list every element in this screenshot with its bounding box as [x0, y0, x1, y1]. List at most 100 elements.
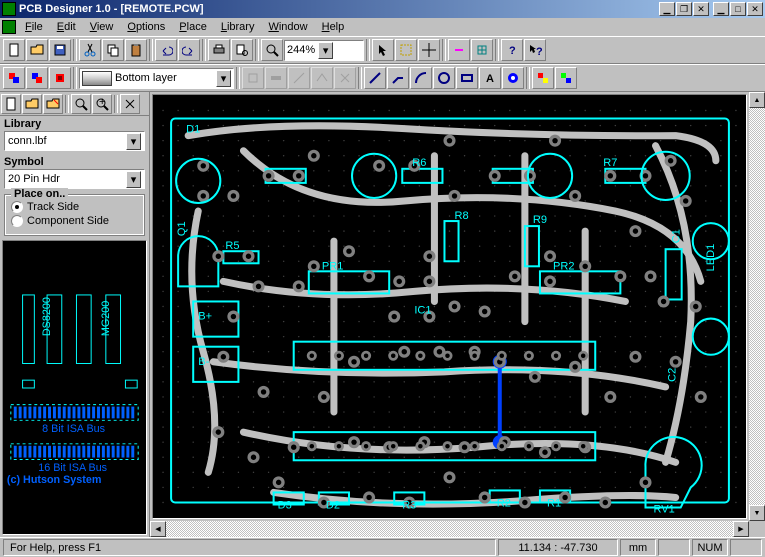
menu-place[interactable]: Place: [172, 20, 214, 34]
layer-tool1-button[interactable]: [3, 67, 25, 89]
scroll-right-button[interactable]: ▶: [733, 521, 749, 537]
dropdown-arrow-icon[interactable]: ▾: [126, 171, 141, 188]
doc-restore-button[interactable]: ❐: [676, 2, 692, 16]
redo-button[interactable]: [178, 39, 200, 61]
save-button[interactable]: [49, 39, 71, 61]
status-coords: 11.134 : -47.730: [498, 539, 618, 556]
layer-combo[interactable]: Bottom layer ▾: [79, 68, 234, 89]
place-tool5[interactable]: [334, 67, 356, 89]
pcb-canvas[interactable]: D1Q1R6R7R8R9R5PR1PR2IC1B+B-D3D2R3R2R1RV1…: [152, 94, 747, 519]
draw-trace-button[interactable]: [387, 67, 409, 89]
radio-component-side[interactable]: Component Side: [11, 215, 138, 227]
open-button[interactable]: [26, 39, 48, 61]
library-value: conn.lbf: [8, 135, 126, 147]
menu-options[interactable]: Options: [120, 20, 172, 34]
lib-zoom-button[interactable]: [71, 94, 91, 114]
title-bar: PCB Designer 1.0 - [REMOTE.PCW] ▁ ❐ ✕ ▁ …: [0, 0, 765, 18]
tool-grid-button[interactable]: [471, 39, 493, 61]
place-tool2[interactable]: [265, 67, 287, 89]
svg-text:R6: R6: [412, 157, 426, 169]
menu-help[interactable]: Help: [315, 20, 352, 34]
place-tool3[interactable]: [288, 67, 310, 89]
scroll-track[interactable]: [749, 108, 765, 505]
draw-rect-button[interactable]: [456, 67, 478, 89]
svg-text:MG200: MG200: [100, 301, 112, 336]
layer-tool3-button[interactable]: [49, 67, 71, 89]
window-title: PCB Designer 1.0 - [REMOTE.PCW]: [19, 3, 659, 15]
minimize-button[interactable]: ▁: [713, 2, 729, 16]
new-button[interactable]: [3, 39, 25, 61]
menu-window[interactable]: Window: [261, 20, 314, 34]
layer-swatch: [82, 71, 112, 86]
dropdown-arrow-icon[interactable]: ▾: [126, 133, 141, 150]
zoom-combo[interactable]: 244% ▾: [284, 40, 364, 61]
draw-pad-button[interactable]: [502, 67, 524, 89]
scroll-up-button[interactable]: ▲: [749, 92, 765, 108]
lib-open-button[interactable]: [22, 94, 42, 114]
scrollbar-vertical[interactable]: ▲ ▼: [749, 92, 765, 521]
scroll-left-button[interactable]: ◀: [150, 521, 166, 537]
pan-button[interactable]: [418, 39, 440, 61]
dropdown-arrow-icon[interactable]: ▾: [318, 42, 333, 59]
tool-clearance-button[interactable]: [448, 39, 470, 61]
draw-text-button[interactable]: A: [479, 67, 501, 89]
place-tool1[interactable]: [242, 67, 264, 89]
library-toolbar: +: [0, 92, 149, 116]
preview-button[interactable]: [231, 39, 253, 61]
scrollbar-horizontal[interactable]: ◀ ▶: [150, 521, 765, 537]
menu-file[interactable]: File: [18, 20, 50, 34]
doc-minimize-button[interactable]: ▁: [659, 2, 675, 16]
radio-track-side[interactable]: Track Side: [11, 201, 138, 213]
doc-icon[interactable]: [2, 20, 16, 34]
draw-arc-button[interactable]: [410, 67, 432, 89]
help-button[interactable]: ?: [501, 39, 523, 61]
print-button[interactable]: [208, 39, 230, 61]
place-tool4[interactable]: [311, 67, 333, 89]
scroll-track[interactable]: [166, 521, 733, 537]
svg-text:D3: D3: [278, 500, 292, 512]
pointer-button[interactable]: [372, 39, 394, 61]
radio-icon: [11, 215, 23, 227]
color-tool2[interactable]: [555, 67, 577, 89]
menu-library[interactable]: Library: [214, 20, 262, 34]
scroll-down-button[interactable]: ▼: [749, 505, 765, 521]
lib-zoom2-button[interactable]: +: [92, 94, 112, 114]
undo-button[interactable]: [155, 39, 177, 61]
menu-view[interactable]: View: [83, 20, 121, 34]
svg-text:?: ?: [509, 45, 516, 57]
lib-edit-button[interactable]: [43, 94, 63, 114]
lib-tools-button[interactable]: [120, 94, 140, 114]
svg-text:LED1: LED1: [705, 244, 717, 272]
library-label: Library: [0, 116, 149, 130]
window-controls: ▁ ❐ ✕ ▁ □ ✕: [659, 2, 763, 16]
color-tool1[interactable]: [532, 67, 554, 89]
draw-circle-button[interactable]: [433, 67, 455, 89]
draw-line-button[interactable]: [364, 67, 386, 89]
svg-text:R2: R2: [497, 498, 511, 510]
menu-edit[interactable]: Edit: [50, 20, 83, 34]
scroll-corner: [749, 521, 765, 537]
cut-button[interactable]: [79, 39, 101, 61]
status-unit: mm: [620, 539, 656, 556]
copy-button[interactable]: [102, 39, 124, 61]
radio-track-label: Track Side: [27, 201, 79, 213]
menu-bar: FileEditViewOptionsPlaceLibraryWindowHel…: [0, 18, 765, 36]
paste-button[interactable]: [125, 39, 147, 61]
layer-tool2-button[interactable]: [26, 67, 48, 89]
maximize-button[interactable]: □: [730, 2, 746, 16]
select-area-button[interactable]: [395, 39, 417, 61]
status-help: For Help, press F1: [3, 539, 496, 556]
library-combo[interactable]: conn.lbf ▾: [4, 131, 145, 151]
close-button[interactable]: ✕: [747, 2, 763, 16]
place-on-legend: Place on..: [11, 188, 68, 200]
context-help-button[interactable]: ?: [524, 39, 546, 61]
svg-text:C2: C2: [667, 368, 679, 382]
dropdown-arrow-icon[interactable]: ▾: [216, 70, 231, 87]
zoom-button[interactable]: [261, 39, 283, 61]
svg-text:Q1: Q1: [176, 221, 188, 236]
lib-new-button[interactable]: [1, 94, 21, 114]
svg-text:DS8200: DS8200: [41, 297, 53, 336]
doc-close-button[interactable]: ✕: [693, 2, 709, 16]
app-icon: [2, 2, 16, 16]
symbol-combo[interactable]: 20 Pin Hdr ▾: [4, 169, 145, 189]
